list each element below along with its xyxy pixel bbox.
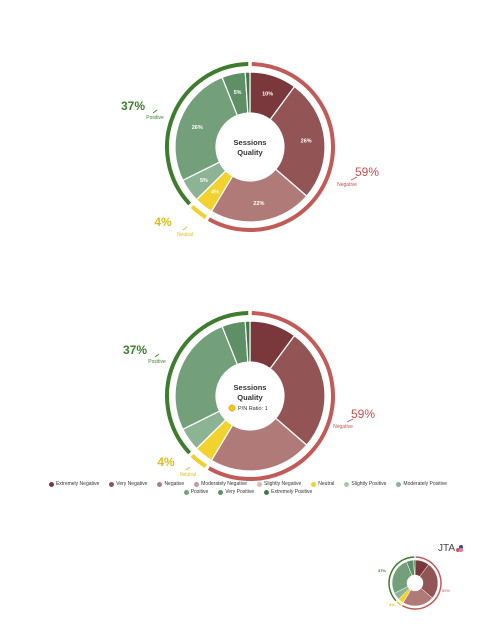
legend-row: Positive Very Positive Extremely Positive bbox=[40, 488, 456, 496]
legend-swatch bbox=[109, 481, 115, 487]
slice-label: 5% bbox=[234, 90, 242, 96]
legend-item: Slightly Positive bbox=[344, 480, 386, 488]
group-ring-neutral bbox=[190, 453, 207, 468]
group-ring-positive bbox=[165, 311, 249, 455]
brand-logo: JTA bbox=[438, 543, 464, 554]
legend-item: Positive bbox=[183, 488, 209, 496]
legend-swatch bbox=[264, 489, 270, 495]
legend-label: Slightly Positive bbox=[351, 481, 387, 487]
group-leader-positive bbox=[152, 109, 158, 114]
slice-label: 22% bbox=[253, 201, 264, 207]
legend-item: Very Negative bbox=[109, 480, 147, 488]
legend-label: Very Negative bbox=[116, 481, 148, 487]
legend-label: Positive bbox=[190, 489, 209, 495]
legend-label: Moderately Positive bbox=[403, 481, 448, 487]
legend-swatch bbox=[257, 481, 263, 487]
legend-swatch bbox=[396, 481, 402, 487]
pn-ratio-note: P/N Ratio: 1 bbox=[238, 406, 268, 412]
slice-negative bbox=[210, 168, 308, 223]
group-ring-negative bbox=[207, 311, 335, 481]
group-name-positive: Positive bbox=[148, 359, 166, 365]
legend-item: Neutral bbox=[311, 480, 334, 488]
legend-label: Negative bbox=[164, 481, 185, 487]
group-leader-positive bbox=[154, 353, 160, 358]
legend-label: Slightly Negative bbox=[264, 481, 302, 487]
slice-very-negative bbox=[269, 334, 326, 446]
slice-label: 10% bbox=[262, 91, 273, 97]
slice-label: 4% bbox=[211, 189, 219, 195]
legend-label: Very Positive bbox=[225, 489, 255, 495]
group-percent-negative: 59% bbox=[442, 588, 450, 593]
legend-label: Neutral bbox=[318, 481, 335, 487]
legend-swatch bbox=[183, 489, 189, 495]
slice-positive bbox=[174, 325, 239, 431]
group-percent-neutral: 4% bbox=[157, 455, 175, 469]
center-title: Quality bbox=[237, 148, 263, 157]
group-ring-neutral bbox=[396, 601, 402, 606]
legend-swatch bbox=[311, 481, 317, 487]
center-title: Sessions bbox=[234, 138, 267, 147]
legend-item: Moderately Negative bbox=[194, 480, 247, 488]
legend-swatch bbox=[157, 481, 163, 487]
legend-row: Extremely Negative Very Negative Negative M… bbox=[40, 480, 456, 488]
legend-item: Negative bbox=[157, 480, 184, 488]
group-percent-positive: 37% bbox=[123, 343, 147, 357]
group-percent-neutral: 4% bbox=[389, 602, 395, 607]
group-name-neutral: Neutral bbox=[177, 232, 193, 238]
group-name-neutral: Neutral bbox=[180, 472, 196, 478]
legend-swatch bbox=[344, 481, 350, 487]
group-leader-neutral bbox=[182, 226, 188, 231]
slice-label: 26% bbox=[301, 139, 312, 145]
logo-text: JTA bbox=[438, 543, 456, 554]
group-percent-positive: 37% bbox=[378, 568, 386, 573]
slice-label: 26% bbox=[192, 125, 203, 131]
slice-label: 5% bbox=[200, 178, 208, 184]
group-percent-neutral: 4% bbox=[154, 215, 172, 229]
slice-extremely-positive bbox=[413, 559, 416, 576]
legend-swatch bbox=[194, 481, 200, 487]
donut-chart-1: 10%26%22%4%5%26%5%SessionsQuality37%Posi… bbox=[121, 62, 379, 238]
group-ring-negative bbox=[207, 62, 335, 232]
chart-legend: Extremely Negative Very Negative Negative M… bbox=[40, 480, 456, 496]
group-leader-negative bbox=[346, 418, 354, 423]
legend-swatch bbox=[218, 489, 224, 495]
legend-item: Extremely Positive bbox=[264, 488, 312, 496]
group-ring-neutral bbox=[190, 204, 207, 219]
legend-label: Extremely Negative bbox=[55, 481, 100, 487]
legend-item: Very Positive bbox=[218, 488, 254, 496]
group-name-negative: Negative bbox=[333, 424, 353, 430]
center-title: Sessions bbox=[234, 383, 267, 392]
slice-positive bbox=[174, 76, 239, 182]
group-ring-positive bbox=[165, 62, 249, 206]
slice-extremely-positive bbox=[244, 320, 251, 363]
legend-item: Slightly Negative bbox=[257, 480, 301, 488]
group-percent-negative: 59% bbox=[355, 165, 379, 179]
group-leader-negative bbox=[350, 176, 358, 181]
group-name-positive: Positive bbox=[146, 115, 164, 121]
legend-swatch bbox=[48, 481, 54, 487]
group-percent-negative: 59% bbox=[351, 407, 375, 421]
center-title: Quality bbox=[237, 393, 263, 402]
legend-item: Extremely Negative bbox=[48, 480, 100, 488]
group-percent-positive: 37% bbox=[121, 99, 145, 113]
group-ring-positive bbox=[388, 556, 415, 602]
slice-very-negative bbox=[269, 85, 326, 197]
neutral-face-icon bbox=[228, 404, 236, 412]
group-name-negative: Negative bbox=[337, 182, 357, 188]
legend-item: Moderately Positive bbox=[396, 480, 447, 488]
group-ring-negative bbox=[401, 556, 442, 610]
group-leader-neutral bbox=[185, 466, 191, 471]
legend-label: Extremely Positive bbox=[271, 489, 313, 495]
slice-extremely-positive bbox=[244, 71, 251, 114]
legend-label: Moderately Negative bbox=[201, 481, 248, 487]
donut-chart-3: 37% 4% 59% bbox=[378, 556, 450, 610]
slice-negative bbox=[210, 417, 308, 472]
logo-mark-icon bbox=[456, 545, 464, 552]
